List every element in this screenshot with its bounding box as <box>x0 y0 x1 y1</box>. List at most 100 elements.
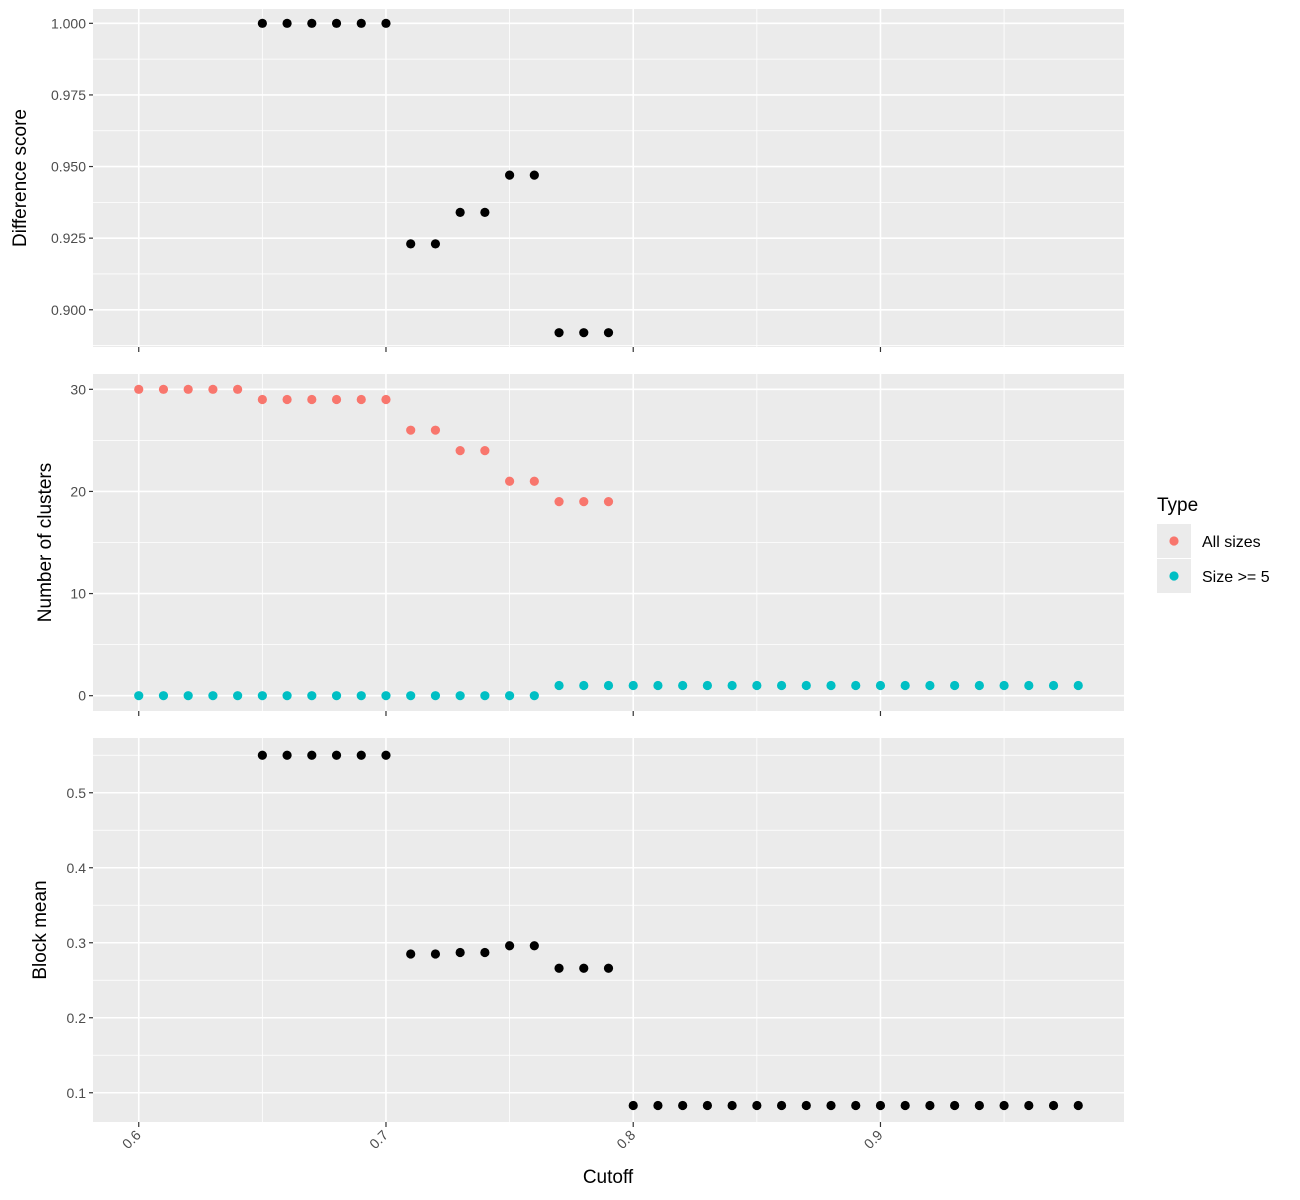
data-point <box>381 394 391 405</box>
data-point <box>406 949 416 959</box>
data-point <box>183 691 193 701</box>
data-point <box>406 691 416 701</box>
data-point <box>826 1100 836 1111</box>
data-point <box>1048 1100 1059 1111</box>
data-point <box>480 947 490 958</box>
data-point <box>999 680 1009 691</box>
data-point <box>480 207 490 217</box>
data-point <box>900 1100 910 1111</box>
data-point <box>727 1100 737 1111</box>
data-point <box>579 328 589 338</box>
data-point <box>925 680 935 691</box>
data-point <box>727 680 737 691</box>
data-point <box>282 18 292 28</box>
data-point <box>653 680 663 691</box>
data-point <box>406 425 416 435</box>
y-tick-label: 0.2 <box>67 1010 87 1026</box>
data-point <box>529 476 539 486</box>
panel-background <box>93 738 1124 1122</box>
data-point <box>1073 1100 1083 1111</box>
y-tick-label: 0.1 <box>67 1085 87 1101</box>
panel-2: 0 10 20 30 Number of clusters <box>35 374 1124 716</box>
data-point <box>505 691 515 701</box>
data-point <box>505 941 515 951</box>
data-point <box>331 18 342 28</box>
data-point <box>505 170 515 180</box>
data-point <box>381 18 391 28</box>
data-point <box>776 680 787 691</box>
data-point <box>579 497 589 507</box>
data-point <box>900 680 910 691</box>
y-tick-label: 0.4 <box>67 860 87 876</box>
data-point <box>158 384 169 394</box>
data-point <box>356 691 366 701</box>
data-point <box>801 1100 811 1111</box>
data-point <box>579 680 589 691</box>
data-point <box>1073 680 1083 691</box>
y-axis-title: Number of clusters <box>35 463 56 622</box>
y-tick-label: 0.5 <box>67 785 87 801</box>
data-point <box>752 1100 762 1111</box>
y-axis-title: Block mean <box>30 880 51 979</box>
data-point <box>257 18 267 28</box>
data-point <box>183 384 193 394</box>
data-point <box>430 425 441 435</box>
data-point <box>381 691 391 701</box>
data-point <box>307 750 317 760</box>
data-point <box>678 680 688 691</box>
data-point <box>430 691 441 701</box>
data-point <box>1048 680 1059 691</box>
data-point <box>455 445 465 456</box>
data-point <box>875 1100 886 1111</box>
data-point <box>505 476 515 486</box>
data-point <box>950 1100 960 1111</box>
data-point <box>603 328 614 338</box>
data-point <box>974 1100 984 1111</box>
legend-key-point <box>1169 536 1179 546</box>
data-point <box>480 691 490 701</box>
data-point <box>554 963 564 973</box>
y-tick-label: 0.950 <box>51 159 86 175</box>
data-point <box>331 691 342 701</box>
data-point <box>974 680 984 691</box>
data-point <box>999 1100 1009 1111</box>
data-point <box>603 680 614 691</box>
data-point <box>406 239 416 249</box>
y-tick-label: 20 <box>70 483 86 499</box>
data-point <box>529 170 539 180</box>
data-point <box>455 947 465 958</box>
data-point <box>233 384 243 394</box>
data-point <box>702 1100 712 1111</box>
data-point <box>875 680 886 691</box>
y-tick-label: 0 <box>78 688 86 704</box>
data-point <box>158 691 169 701</box>
y-tick-label: 30 <box>70 381 86 397</box>
data-point <box>603 963 614 973</box>
data-point <box>455 207 465 217</box>
data-point <box>554 497 564 507</box>
data-point <box>134 691 144 701</box>
data-point <box>554 328 564 338</box>
legend: Type All sizes Size >= 5 <box>1157 495 1270 593</box>
y-axis-title: Difference score <box>10 109 31 247</box>
data-point <box>801 680 811 691</box>
data-point <box>307 394 317 405</box>
data-point <box>331 750 342 760</box>
panels-group: 0.900 0.925 0.950 0.975 1.000 Difference scor… <box>10 9 1124 1152</box>
data-point <box>134 384 144 394</box>
legend-label: All sizes <box>1202 534 1261 551</box>
data-point <box>282 691 292 701</box>
data-point <box>430 239 441 249</box>
data-point <box>381 750 391 760</box>
data-point <box>1024 680 1034 691</box>
data-point <box>257 691 267 701</box>
data-point <box>925 1100 935 1111</box>
data-point <box>554 680 564 691</box>
y-tick-label: 10 <box>70 586 86 602</box>
data-point <box>529 691 539 701</box>
panel-background <box>93 9 1124 347</box>
y-tick-label: 0.3 <box>67 935 87 951</box>
data-point <box>282 394 292 405</box>
data-point <box>356 18 366 28</box>
